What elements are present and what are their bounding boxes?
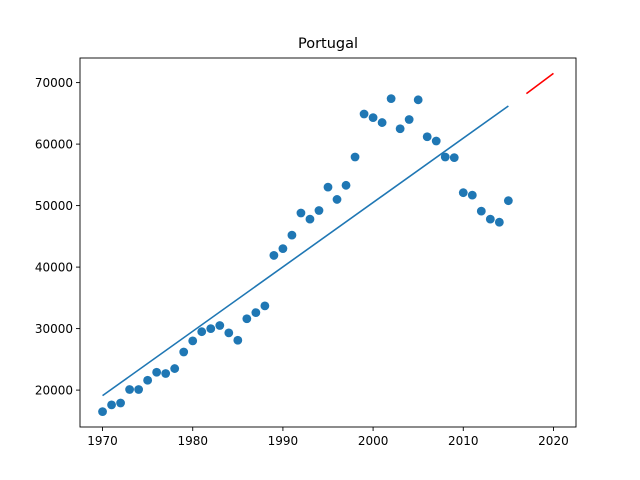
data-point: [224, 328, 234, 338]
data-point: [476, 206, 486, 216]
data-point: [206, 324, 216, 333]
data-point: [134, 385, 144, 394]
data-point: [188, 336, 198, 346]
data-point: [179, 347, 189, 357]
data-point: [413, 95, 423, 105]
data-point: [233, 335, 243, 345]
y-tick-label: 60000: [35, 138, 73, 152]
data-point: [251, 308, 261, 318]
data-point: [161, 369, 171, 378]
plot-area: 1970 1980 1990 2000 2010 2020 20000 30000 40000 5…: [35, 57, 577, 448]
data-point: [386, 94, 396, 103]
data-point: [467, 190, 477, 200]
data-point: [395, 124, 405, 134]
data-point: [431, 136, 441, 146]
y-tick-label: 50000: [35, 199, 73, 213]
data-point: [152, 367, 162, 377]
projection-line: [525, 72, 554, 95]
data-point: [422, 132, 432, 142]
axes-frame: [79, 57, 577, 428]
data-point: [485, 214, 495, 224]
x-tick-label: 2010: [448, 434, 479, 448]
data-point: [107, 400, 116, 410]
data-point: [305, 214, 315, 224]
chart-title: Portugal: [298, 36, 358, 52]
data-point: [503, 196, 513, 206]
x-tick-label: 2000: [358, 434, 389, 448]
data-point: [341, 180, 351, 190]
data-point: [359, 109, 369, 119]
data-point: [260, 301, 270, 311]
y-tick-label: 20000: [35, 384, 73, 398]
data-point: [242, 314, 252, 324]
data-point: [449, 153, 459, 163]
y-tick-label: 70000: [35, 76, 73, 90]
data-point: [494, 217, 504, 227]
data-point: [197, 327, 207, 337]
data-point: [116, 398, 125, 408]
data-point: [278, 244, 288, 254]
data-point: [98, 407, 107, 417]
fit-line: [102, 105, 509, 397]
y-tick-label: 40000: [35, 261, 73, 275]
x-tick-label: 1970: [87, 434, 118, 448]
data-point: [125, 385, 134, 394]
data-point: [296, 208, 306, 218]
data-point: [377, 118, 387, 127]
x-tick-label: 1980: [177, 434, 208, 448]
data-point: [143, 375, 153, 385]
data-point: [287, 230, 297, 240]
data-point: [458, 188, 468, 198]
data-point: [170, 364, 180, 373]
x-tick-label: 1990: [268, 434, 299, 448]
data-point: [332, 195, 342, 204]
data-point: [323, 182, 333, 192]
data-point: [368, 113, 378, 123]
data-point: [314, 206, 324, 215]
data-point: [350, 152, 360, 162]
data-point: [404, 115, 414, 124]
x-tick-label: 2020: [538, 434, 569, 448]
data-point: [269, 251, 279, 260]
data-point: [215, 321, 225, 330]
y-tick-label: 30000: [35, 322, 73, 336]
data-point: [440, 152, 450, 162]
